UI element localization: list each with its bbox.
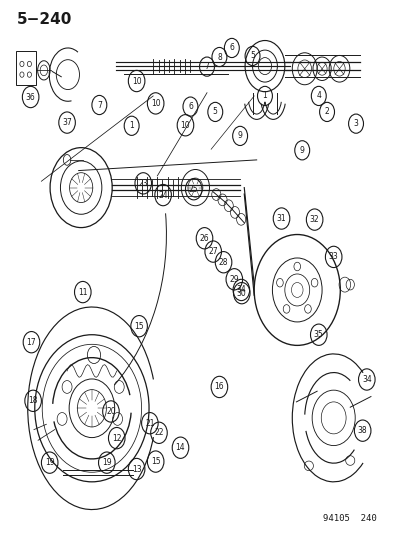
Text: 6: 6: [229, 44, 234, 52]
Text: 24: 24: [158, 191, 168, 199]
Text: 5−240: 5−240: [17, 12, 72, 27]
Text: 19: 19: [102, 458, 112, 467]
Text: 19: 19: [45, 458, 55, 467]
Circle shape: [276, 278, 282, 287]
Text: 22: 22: [154, 429, 163, 437]
Text: 2: 2: [324, 108, 329, 116]
Text: 10: 10: [180, 121, 190, 130]
Circle shape: [282, 305, 289, 313]
Text: 31: 31: [276, 214, 286, 223]
Text: 3: 3: [353, 119, 358, 128]
Text: 7: 7: [204, 62, 209, 71]
Text: 37: 37: [62, 118, 72, 127]
Text: 94105  240: 94105 240: [322, 514, 376, 523]
Text: 13: 13: [131, 465, 141, 473]
Text: 26: 26: [199, 234, 209, 243]
Text: 4: 4: [316, 92, 320, 100]
Text: 32: 32: [309, 215, 319, 224]
Circle shape: [304, 305, 311, 313]
Text: 11: 11: [78, 288, 87, 296]
Text: 36: 36: [26, 93, 36, 101]
Circle shape: [311, 278, 317, 287]
Text: 33: 33: [328, 253, 338, 261]
Text: 15: 15: [150, 457, 160, 466]
Text: 34: 34: [361, 375, 371, 384]
Text: 35: 35: [313, 330, 323, 339]
Text: 5: 5: [249, 52, 254, 60]
Circle shape: [293, 262, 300, 271]
Text: 17: 17: [26, 338, 36, 346]
Text: 1: 1: [262, 92, 267, 100]
Text: 12: 12: [112, 434, 121, 442]
Text: 9: 9: [299, 146, 304, 155]
Text: 6: 6: [188, 102, 192, 111]
Text: 8: 8: [216, 53, 221, 61]
Text: 30: 30: [236, 289, 246, 297]
Text: 25: 25: [188, 185, 198, 193]
Text: 34: 34: [236, 286, 246, 294]
Text: 21: 21: [145, 419, 154, 427]
Text: 23: 23: [138, 179, 148, 188]
Text: 9: 9: [237, 132, 242, 140]
Text: 15: 15: [134, 322, 144, 330]
Text: 10: 10: [150, 99, 160, 108]
Text: 28: 28: [218, 258, 228, 266]
Text: 1: 1: [129, 122, 134, 130]
Text: 27: 27: [208, 247, 218, 256]
Text: 38: 38: [357, 426, 367, 435]
Text: 5: 5: [212, 108, 217, 116]
Text: 29: 29: [229, 275, 239, 284]
Text: 10: 10: [131, 77, 141, 85]
Text: 18: 18: [28, 397, 38, 405]
Text: 7: 7: [97, 101, 102, 109]
Text: 20: 20: [106, 407, 116, 416]
Text: 14: 14: [175, 443, 185, 452]
Text: 16: 16: [214, 383, 224, 391]
